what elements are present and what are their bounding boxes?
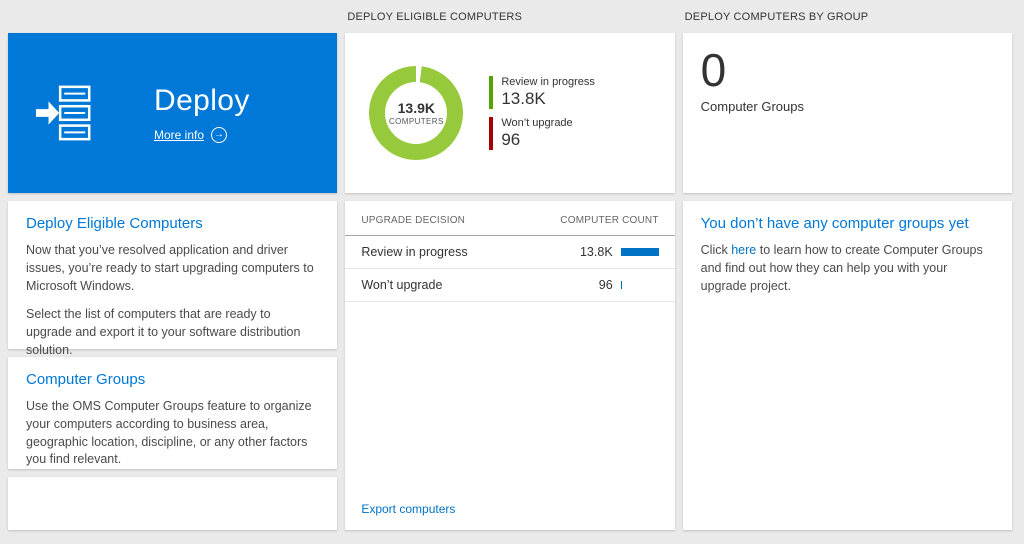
count-bar — [620, 248, 659, 256]
column-header-computer-count: COMPUTER COUNT — [560, 215, 659, 226]
donut-legend: Review in progress 13.8K Won’t upgrade 9… — [489, 76, 595, 150]
legend-value: 96 — [501, 130, 521, 149]
more-info-label[interactable]: More info — [154, 127, 205, 142]
deploy-icon — [35, 85, 91, 141]
legend-color-bar — [489, 117, 494, 150]
donut-center-label: COMPUTERS — [388, 117, 444, 126]
deploy-eligible-computers-section: Deploy Eligible Computers Now that you’v… — [8, 201, 338, 357]
section-paragraph: Use the OMS Computer Groups feature to o… — [26, 399, 312, 467]
donut-center-value: 13.9K — [397, 100, 435, 116]
arrow-circle-icon: → — [211, 126, 228, 143]
group-count-label: Computer Groups — [700, 98, 804, 114]
table-row[interactable]: Won’t upgrade 96 — [345, 269, 675, 302]
row-label: Won’t upgrade — [361, 278, 443, 292]
legend-value: 13.8K — [501, 89, 546, 108]
row-value: 13.8K — [579, 245, 613, 259]
left-column-header — [8, 0, 337, 33]
more-info-link[interactable]: More info → — [154, 126, 250, 143]
export-computers-label[interactable]: Export computers — [361, 502, 456, 516]
computer-groups-count-card[interactable]: 0 Computer Groups — [682, 33, 1012, 193]
column-eligible-computers: DEPLOY ELIGIBLE COMPUTERS 13.9K COMPUTER… — [345, 0, 675, 530]
deploy-tile-title: Deploy — [154, 83, 250, 117]
no-groups-text: Click here to learn how to create Comput… — [701, 242, 994, 295]
count-bar-track — [620, 248, 659, 256]
middle-column-header: DEPLOY ELIGIBLE COMPUTERS — [347, 11, 523, 23]
computer-groups-section: Computer Groups Use the OMS Computer Gro… — [8, 357, 338, 469]
deploy-tile-text: Deploy More info → — [154, 84, 250, 143]
deploy-tile[interactable]: Deploy More info → — [8, 33, 338, 193]
export-computers-link[interactable]: Export computers — [345, 490, 674, 530]
donut-chart[interactable]: 13.9K COMPUTERS — [369, 66, 464, 160]
table-row[interactable]: Review in progress 13.8K — [345, 236, 675, 269]
legend-item: Review in progress 13.8K — [489, 76, 595, 109]
empty-tile — [8, 477, 338, 530]
legend-label: Won’t upgrade — [501, 117, 573, 129]
donut-center: 13.9K COMPUTERS — [385, 82, 448, 144]
legend-color-bar — [489, 76, 494, 109]
eligible-computers-chart-card: 13.9K COMPUTERS Review in progress 13.8K… — [345, 33, 675, 193]
row-value: 96 — [598, 278, 613, 292]
text-fragment: Click — [700, 243, 732, 257]
right-column-header: DEPLOY COMPUTERS BY GROUP — [684, 11, 869, 23]
row-label: Review in progress — [361, 245, 468, 259]
column-deploy: Deploy More info → Deploy Eligible Compu… — [8, 0, 338, 530]
count-bar-track — [620, 281, 659, 289]
count-bar — [620, 281, 623, 289]
group-count: 0 — [700, 44, 727, 96]
section-heading: Deploy Eligible Computers — [26, 215, 203, 232]
column-header-upgrade-decision: UPGRADE DECISION — [361, 215, 466, 226]
section-paragraph: Now that you’ve resolved application and… — [26, 243, 314, 293]
no-groups-heading: You don’t have any computer groups yet — [700, 215, 969, 232]
column-computers-by-group: DEPLOY COMPUTERS BY GROUP 0 Computer Gro… — [682, 0, 1012, 530]
upgrade-decision-table-card: UPGRADE DECISION COMPUTER COUNT Review i… — [345, 201, 675, 530]
here-link[interactable]: here — [731, 243, 757, 257]
legend-item: Won’t upgrade 96 — [489, 117, 595, 150]
section-paragraph: Select the list of computers that are re… — [26, 307, 301, 357]
section-heading: Computer Groups — [26, 371, 146, 388]
legend-label: Review in progress — [501, 76, 595, 88]
no-groups-section: You don’t have any computer groups yet C… — [682, 201, 1012, 530]
table-header: UPGRADE DECISION COMPUTER COUNT — [345, 201, 675, 236]
text-fragment: to learn how to create Computer Groups a… — [700, 243, 983, 293]
